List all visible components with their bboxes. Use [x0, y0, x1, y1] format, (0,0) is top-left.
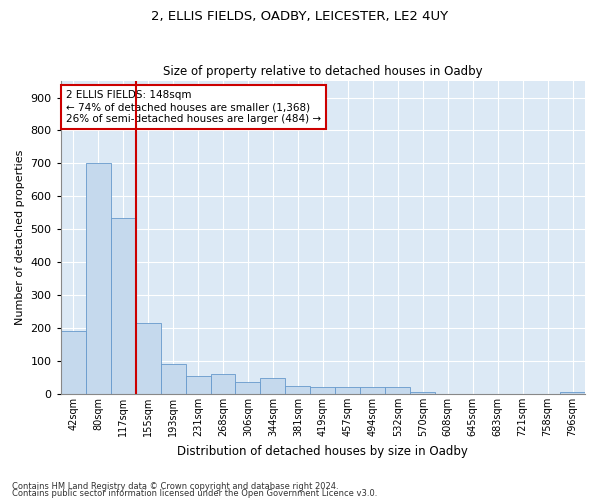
Bar [361, 388, 385, 394]
Bar [185, 376, 211, 394]
Bar [61, 332, 86, 394]
Bar [310, 388, 335, 394]
Text: 2, ELLIS FIELDS, OADBY, LEICESTER, LE2 4UY: 2, ELLIS FIELDS, OADBY, LEICESTER, LE2 4… [151, 10, 449, 23]
Bar [560, 392, 585, 394]
Bar [410, 392, 435, 394]
Y-axis label: Number of detached properties: Number of detached properties [15, 150, 25, 325]
Bar [385, 388, 410, 394]
Bar [86, 164, 110, 394]
Bar [211, 374, 235, 394]
Title: Size of property relative to detached houses in Oadby: Size of property relative to detached ho… [163, 66, 482, 78]
Bar [286, 386, 310, 394]
Bar [235, 382, 260, 394]
Bar [161, 364, 185, 394]
Bar [110, 218, 136, 394]
Text: Contains public sector information licensed under the Open Government Licence v3: Contains public sector information licen… [12, 489, 377, 498]
Text: Contains HM Land Registry data © Crown copyright and database right 2024.: Contains HM Land Registry data © Crown c… [12, 482, 338, 491]
X-axis label: Distribution of detached houses by size in Oadby: Distribution of detached houses by size … [178, 444, 468, 458]
Bar [260, 378, 286, 394]
Text: 2 ELLIS FIELDS: 148sqm
← 74% of detached houses are smaller (1,368)
26% of semi-: 2 ELLIS FIELDS: 148sqm ← 74% of detached… [66, 90, 321, 124]
Bar [335, 388, 361, 394]
Bar [136, 323, 161, 394]
